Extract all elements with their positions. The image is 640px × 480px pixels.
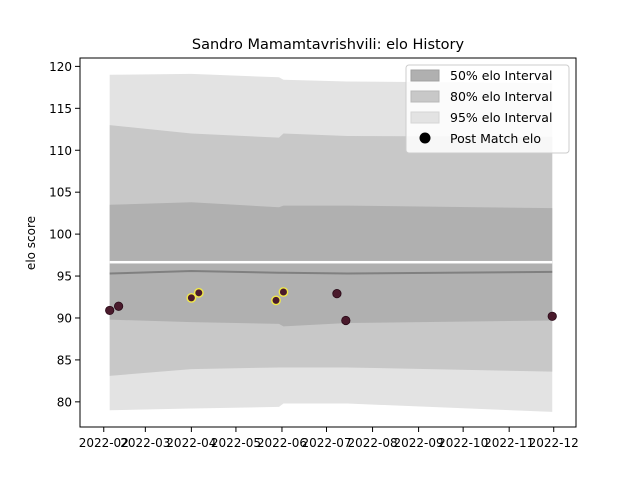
legend-swatch-50 [410, 69, 440, 82]
x-tick-label-2022-12: 2022-12 [529, 436, 579, 450]
post-match-elo-point-2 [114, 301, 124, 311]
post-match-elo-point-5 [271, 295, 281, 306]
band-50-interval [109, 202, 553, 327]
y-tick-label-115: 115 [49, 102, 72, 116]
x-tick-label-2022-11: 2022-11 [484, 436, 534, 450]
post-match-elo-point-9 [547, 311, 557, 321]
legend-box [405, 64, 570, 154]
band-gap-line [109, 260, 553, 264]
y-tick-label-90: 90 [57, 311, 72, 325]
x-tick-label-2022-04: 2022-04 [166, 436, 216, 450]
x-tick-label-2022-07: 2022-07 [301, 436, 351, 450]
x-tick-label-2022-09: 2022-09 [394, 436, 444, 450]
y-axis-label: elo score [24, 216, 38, 270]
legend: 50% elo Interval 80% elo Interval 95% el… [405, 64, 570, 154]
plot-area [105, 73, 557, 412]
post-match-elo-point-3 [186, 292, 197, 303]
x-tick-label-2022-10: 2022-10 [438, 436, 488, 450]
post-match-elo-point-7 [332, 289, 342, 299]
legend-swatch-95 [410, 111, 440, 124]
x-tick-label-2022-03: 2022-03 [120, 436, 170, 450]
legend-label-80: 80% elo Interval [450, 89, 552, 104]
x-tick-label-2022-06: 2022-06 [257, 436, 307, 450]
y-tick-label-105: 105 [49, 186, 72, 200]
y-tick-label-95: 95 [57, 270, 72, 284]
y-axis: 80 85 90 95 100 105 110 115 120 [49, 60, 80, 409]
legend-label-95: 95% elo Interval [450, 110, 552, 125]
mean-elo-line [109, 270, 553, 275]
post-match-elo-point-1 [105, 305, 115, 316]
y-tick-label-100: 100 [49, 228, 72, 242]
x-tick-label-2022-02: 2022-02 [79, 436, 129, 450]
post-match-elo-point-8 [341, 315, 351, 326]
legend-swatch-80 [410, 90, 440, 103]
plot-frame [79, 57, 577, 428]
y-tick-label-120: 120 [49, 60, 72, 74]
y-tick-label-110: 110 [49, 144, 72, 158]
legend-marker-post-match [419, 132, 431, 144]
post-match-elo-point-6 [278, 287, 289, 297]
chart-title: Sandro Mamamtavrishvili: elo History [192, 37, 465, 53]
x-tick-label-2022-05: 2022-05 [211, 436, 261, 450]
x-tick-label-2022-08: 2022-08 [347, 436, 397, 450]
y-tick-label-80: 80 [57, 395, 72, 409]
post-match-elo-point-4 [193, 287, 204, 298]
legend-label-50: 50% elo Interval [450, 68, 552, 83]
x-axis: 2022-022022-032022-042022-052022-062022-… [79, 427, 579, 450]
y-tick-label-85: 85 [57, 353, 72, 367]
legend-label-post-match: Post Match elo [450, 131, 541, 146]
